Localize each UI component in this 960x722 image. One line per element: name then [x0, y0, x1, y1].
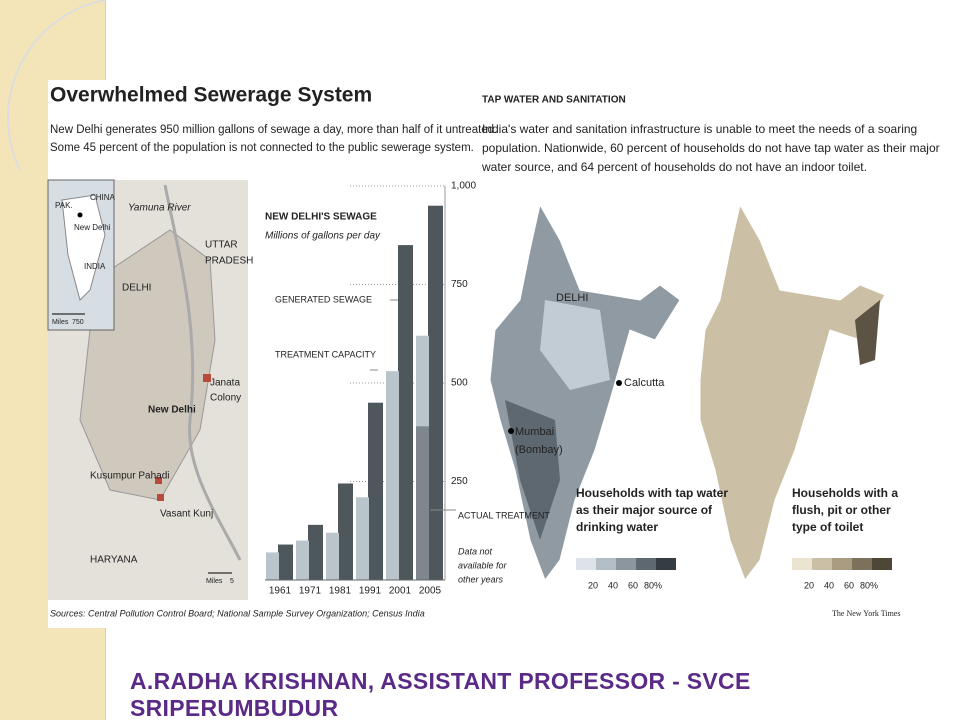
intro: New Delhi generates 950 million gallons …: [50, 124, 497, 136]
x-tick-label: 1961: [269, 586, 292, 597]
map-label: Janata: [210, 378, 240, 389]
bar: [278, 544, 293, 580]
map-label: Mumbai: [515, 426, 554, 438]
section-text: India's water and sanitation infrastruct…: [482, 122, 917, 136]
map-label: Kusumpur Pahadi: [90, 471, 170, 482]
map-label: UTTAR: [205, 240, 238, 251]
india-toilet-map: [699, 203, 886, 582]
legend-swatch: [832, 558, 852, 570]
map-label: DELHI: [122, 283, 151, 294]
legend-scale: 80%: [860, 580, 878, 590]
legend-scale: 60: [844, 580, 854, 590]
map-label: New Delhi: [74, 223, 111, 232]
bar: [356, 497, 369, 580]
note: Data not: [458, 546, 493, 556]
y-tick-label: 250: [451, 476, 468, 487]
section-text: water source, and 64 percent of househol…: [481, 160, 867, 174]
legend-swatch: [792, 558, 812, 570]
legend-scale: 60: [628, 580, 638, 590]
bar: [266, 552, 279, 580]
legend-swatch: [576, 558, 596, 570]
legend-scale: 40: [824, 580, 834, 590]
bar: [338, 483, 353, 580]
legend-scale: 20: [804, 580, 814, 590]
section-title: TAP WATER AND SANITATION: [482, 95, 626, 106]
infographic-title: Overwhelmed Sewerage System: [50, 84, 372, 107]
intro: Some 45 percent of the population is not…: [50, 142, 474, 154]
footer: A.RADHA KRISHNAN, ASSISTANT PROFESSOR - …: [130, 668, 751, 721]
bar: [416, 426, 429, 580]
legend-swatch: [616, 558, 636, 570]
legend-title: Households with a: [792, 486, 898, 500]
legend-title: Households with tap water: [576, 486, 728, 500]
bar: [296, 540, 309, 580]
scale-value: 5: [230, 578, 234, 585]
legend-title: as their major source of: [576, 503, 713, 517]
legend-label: TREATMENT CAPACITY: [275, 349, 376, 359]
map-label: Yamuna River: [128, 203, 191, 214]
legend-scale: 20: [588, 580, 598, 590]
legend-scale: 40: [608, 580, 618, 590]
bar: [398, 245, 413, 580]
x-tick-label: 1971: [299, 586, 322, 597]
map-label: DELHI: [556, 292, 588, 304]
legend-swatch: [852, 558, 872, 570]
bar: [428, 205, 443, 580]
credit: The New York Times: [832, 609, 900, 618]
y-tick-label: 750: [451, 279, 468, 290]
x-tick-label: 1991: [359, 586, 382, 597]
legend-title: flush, pit or other: [792, 503, 891, 517]
x-tick-label: 1981: [329, 586, 352, 597]
map-label: (Bombay): [515, 444, 563, 456]
map-label: CHINA: [90, 193, 116, 202]
scale-unit: Miles: [206, 578, 223, 585]
scale-unit: Miles: [52, 319, 69, 326]
y-tick-label: 500: [451, 378, 468, 389]
scale-value: 750: [72, 319, 84, 326]
map-label: Vasant Kunj: [160, 509, 213, 520]
bar: [326, 532, 339, 580]
legend-scale: 80%: [644, 580, 662, 590]
section-text: population. Nationwide, 60 percent of ho…: [482, 141, 940, 155]
map-label: INDIA: [84, 262, 106, 271]
bar: [368, 402, 383, 580]
legend-swatch: [872, 558, 892, 570]
legend-swatch: [812, 558, 832, 570]
bar: [386, 371, 399, 580]
note: other years: [458, 574, 504, 584]
legend-title: drinking water: [576, 520, 658, 534]
chart-subtitle: Millions of gallons per day: [265, 231, 381, 242]
note: available for: [458, 560, 508, 570]
legend-swatch: [636, 558, 656, 570]
legend-swatch: [596, 558, 616, 570]
x-tick-label: 2005: [419, 586, 442, 597]
legend-label: ACTUAL TREATMENT: [458, 510, 550, 520]
legend-title: type of toilet: [792, 520, 863, 534]
map-label: PRADESH: [205, 256, 253, 267]
legend-swatch: [656, 558, 676, 570]
chart-title: NEW DELHI'S SEWAGE: [265, 212, 377, 223]
legend-label: GENERATED SEWAGE: [275, 294, 372, 304]
map-label: New Delhi: [148, 405, 196, 416]
map-label: Colony: [210, 393, 241, 404]
map-label: Calcutta: [624, 377, 665, 389]
bar: [308, 524, 323, 580]
x-tick-label: 2001: [389, 586, 412, 597]
sources: Sources: Central Pollution Control Board…: [50, 608, 425, 618]
map-label: HARYANA: [90, 555, 138, 566]
y-tick-label: 1,000: [451, 181, 476, 192]
map-label: PAK.: [55, 201, 73, 210]
